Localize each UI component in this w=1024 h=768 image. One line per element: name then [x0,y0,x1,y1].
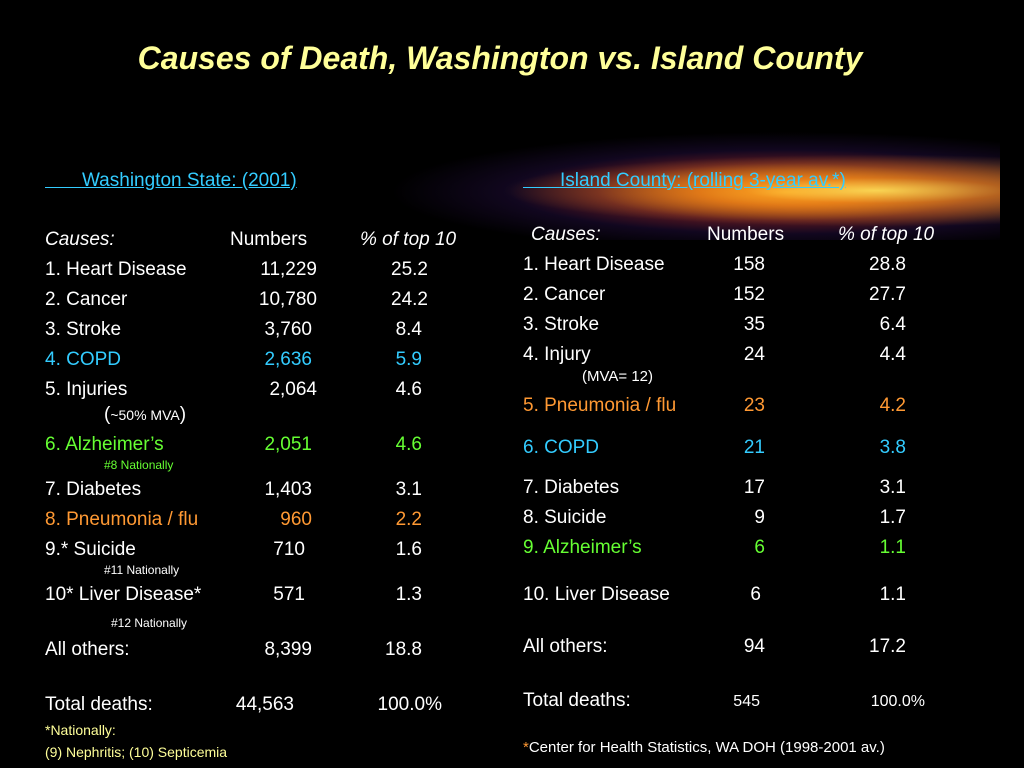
wa-cause-4: 4. COPD [45,349,122,370]
wa-number-1: 11,229 [260,259,317,280]
wa-pct-6: 4.6 [395,434,422,455]
ic-total-number: 545 [733,693,760,710]
wa-number-5: 2,064 [269,379,317,400]
wa-col-pct: % of top 10 [360,229,457,250]
ic-note-injury: (MVA= 12) [582,368,653,385]
wa-pct-5: 4.6 [395,379,422,400]
island-header: Island County: (rolling 3-year av.*) [559,170,846,191]
ic-number-1: 158 [733,254,765,275]
wa-number-7: 1,403 [264,479,312,500]
wa-note-suicide: #11 Nationally [104,563,180,577]
ic-others-number: 94 [743,636,765,657]
wa-cause-10: 10* Liver Disease* [45,584,202,605]
washington-header: Washington State: (2001) [81,170,297,191]
ic-cause-9: 9. Alzheimer’s [523,537,642,558]
wa-pct-2: 24.2 [391,289,428,310]
ic-number-9: 6 [754,537,765,558]
ic-cause-4: 4. Injury [523,344,591,365]
wa-pct-3: 8.4 [395,319,422,340]
wa-number-8: 960 [280,509,312,530]
wa-pct-4: 5.9 [395,349,422,370]
wa-others-number: 8,399 [264,639,312,660]
wa-others-label: All others: [45,639,130,660]
ic-col-causes: Causes: [531,224,601,245]
wa-pct-1: 25.2 [391,259,428,280]
wa-cause-7: 7. Diabetes [45,479,142,500]
ic-pct-7: 3.1 [879,477,906,498]
wa-others-pct: 18.8 [385,639,422,660]
wa-number-3: 3,760 [264,319,312,340]
wa-pct-7: 3.1 [395,479,422,500]
wa-note-alz: #8 Nationally [104,458,174,472]
ic-pct-9: 1.1 [879,537,906,558]
ic-cause-7: 7. Diabetes [523,477,620,498]
ic-cause-1: 1. Heart Disease [523,254,665,275]
wa-number-9: 710 [273,539,305,560]
ic-number-3: 35 [743,314,765,335]
ic-cause-10: 10. Liver Disease [523,584,670,605]
wa-pct-8: 2.2 [395,509,422,530]
ic-number-6: 21 [743,437,765,458]
wa-number-10: 571 [273,584,305,605]
wa-cause-3: 3. Stroke [45,319,122,340]
wa-pct-10: 1.3 [395,584,422,605]
ic-cause-5: 5. Pneumonia / flu [523,395,677,416]
wa-cause-8: 8. Pneumonia / flu [45,509,199,530]
wa-cause-1: 1. Heart Disease [45,259,187,280]
ic-total-pct: 100.0% [870,693,925,710]
wa-cause-6: 6. Alzheimer’s [45,434,164,455]
wa-col-numbers: Numbers [230,229,308,250]
wa-total-label: Total deaths: [45,694,153,715]
ic-pct-10: 1.1 [879,584,906,605]
ic-others-pct: 17.2 [869,636,906,657]
wa-col-causes: Causes: [45,229,115,250]
ic-number-8: 9 [754,507,765,528]
ic-col-numbers: Numbers [707,224,785,245]
wa-number-2: 10,780 [258,289,317,310]
ic-cause-2: 2. Cancer [523,284,606,305]
ic-pct-6: 3.8 [879,437,906,458]
ic-number-10: 6 [750,584,761,605]
ic-cause-6: 6. COPD [523,437,600,458]
wa-total-number: 44,563 [235,694,294,715]
wa-cause-2: 2. Cancer [45,289,128,310]
wa-number-4: 2,636 [264,349,312,370]
ic-cause-3: 3. Stroke [523,314,600,335]
ic-number-2: 152 [733,284,765,305]
wa-cause-9: 9.* Suicide [45,539,136,560]
ic-source-note: *Center for Health Statistics, WA DOH (1… [523,739,885,756]
wa-footnote-2: (9) Nephritis; (10) Septicemia [45,744,228,760]
wa-note-liver: #12 Nationally [111,616,188,630]
wa-cause-5: 5. Injuries [45,379,128,400]
ic-number-4: 24 [743,344,765,365]
ic-cause-8: 8. Suicide [523,507,607,528]
ic-pct-1: 28.8 [869,254,906,275]
page-title: Causes of Death, Washington vs. Island C… [137,40,863,76]
ic-others-label: All others: [523,636,608,657]
ic-number-5: 23 [743,395,765,416]
ic-total-label: Total deaths: [523,690,631,711]
ic-pct-8: 1.7 [879,507,906,528]
wa-footnote-1: *Nationally: [45,722,116,738]
ic-pct-2: 27.7 [869,284,906,305]
wa-note-mva: (~50% MVA) [104,404,187,425]
wa-total-pct: 100.0% [377,694,442,715]
ic-pct-4: 4.4 [879,344,906,365]
ic-col-pct: % of top 10 [838,224,935,245]
ic-pct-3: 6.4 [879,314,906,335]
wa-number-6: 2,051 [264,434,312,455]
ic-pct-5: 4.2 [879,395,906,416]
wa-pct-9: 1.6 [395,539,422,560]
ic-number-7: 17 [743,477,765,498]
